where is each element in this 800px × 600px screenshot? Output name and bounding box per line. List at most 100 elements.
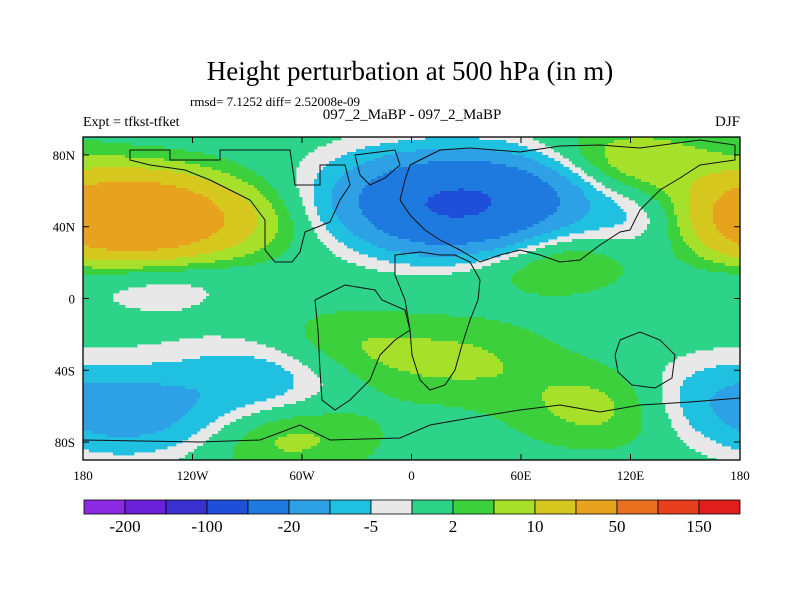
field-cell: [638, 167, 641, 170]
field-cell: [407, 152, 410, 155]
field-cell: [731, 167, 734, 170]
field-cell: [380, 146, 383, 149]
field-cell: [629, 143, 632, 146]
field-cell: [212, 164, 215, 167]
field-cell: [728, 152, 731, 155]
field-cell: [488, 167, 491, 170]
field-cell: [179, 164, 182, 167]
field-cell: [203, 155, 206, 158]
field-cell: [149, 155, 152, 158]
field-cell: [494, 143, 497, 146]
field-cell: [647, 170, 650, 173]
field-cell: [683, 143, 686, 146]
field-cell: [467, 152, 470, 155]
field-cell: [683, 146, 686, 149]
field-cell: [584, 158, 587, 161]
field-cell: [431, 149, 434, 152]
field-cell: [209, 152, 212, 155]
field-cell: [182, 170, 185, 173]
field-cell: [506, 155, 509, 158]
field-cell: [710, 143, 713, 146]
field-cell: [185, 143, 188, 146]
field-cell: [242, 140, 245, 143]
field-cell: [527, 158, 530, 161]
field-cell: [203, 149, 206, 152]
field-cell: [584, 149, 587, 152]
field-cell: [677, 158, 680, 161]
field-cell: [473, 155, 476, 158]
field-cell: [149, 140, 152, 143]
field-cell: [182, 155, 185, 158]
field-cell: [299, 152, 302, 155]
field-cell: [422, 164, 425, 167]
field-cell: [530, 170, 533, 173]
field-cell: [704, 158, 707, 161]
field-cell: [422, 140, 425, 143]
field-cell: [500, 146, 503, 149]
field-cell: [641, 140, 644, 143]
field-cell: [656, 173, 659, 176]
field-cell: [341, 170, 344, 173]
field-cell: [236, 161, 239, 164]
field-cell: [254, 173, 257, 176]
field-cell: [626, 152, 629, 155]
field-cell: [446, 164, 449, 167]
field-cell: [566, 173, 569, 176]
field-cell: [593, 140, 596, 143]
field-cell: [350, 161, 353, 164]
field-cell: [386, 152, 389, 155]
field-cell: [443, 152, 446, 155]
field-cell: [224, 170, 227, 173]
field-cell: [515, 164, 518, 167]
field-cell: [140, 167, 143, 170]
field-cell: [620, 167, 623, 170]
field-cell: [467, 164, 470, 167]
field-cell: [593, 173, 596, 176]
field-cell: [566, 149, 569, 152]
field-cell: [440, 161, 443, 164]
field-cell: [503, 158, 506, 161]
field-cell: [536, 164, 539, 167]
field-cell: [458, 152, 461, 155]
field-cell: [446, 140, 449, 143]
field-cell: [92, 143, 95, 146]
field-cell: [707, 167, 710, 170]
field-cell: [242, 164, 245, 167]
field-cell: [569, 140, 572, 143]
field-cell: [218, 167, 221, 170]
field-cell: [359, 167, 362, 170]
field-cell: [128, 140, 131, 143]
field-cell: [206, 170, 209, 173]
field-cell: [443, 170, 446, 173]
field-cell: [263, 152, 266, 155]
field-cell: [155, 173, 158, 176]
field-cell: [560, 170, 563, 173]
field-cell: [599, 140, 602, 143]
field-cell: [611, 152, 614, 155]
field-cell: [530, 158, 533, 161]
field-cell: [662, 161, 665, 164]
field-cell: [215, 140, 218, 143]
field-cell: [500, 167, 503, 170]
field-cell: [455, 167, 458, 170]
field-cell: [431, 167, 434, 170]
field-cell: [266, 161, 269, 164]
field-cell: [161, 167, 164, 170]
field-cell: [722, 167, 725, 170]
field-cell: [644, 167, 647, 170]
field-cell: [593, 167, 596, 170]
field-cell: [284, 170, 287, 173]
field-cell: [536, 170, 539, 173]
field-cell: [503, 173, 506, 176]
field-cell: [569, 149, 572, 152]
field-cell: [158, 146, 161, 149]
field-cell: [563, 170, 566, 173]
field-cell: [191, 155, 194, 158]
field-cell: [359, 161, 362, 164]
field-cell: [533, 164, 536, 167]
field-cell: [95, 161, 98, 164]
field-cell: [605, 167, 608, 170]
field-cell: [668, 158, 671, 161]
field-cell: [137, 173, 140, 176]
field-cell: [101, 146, 104, 149]
